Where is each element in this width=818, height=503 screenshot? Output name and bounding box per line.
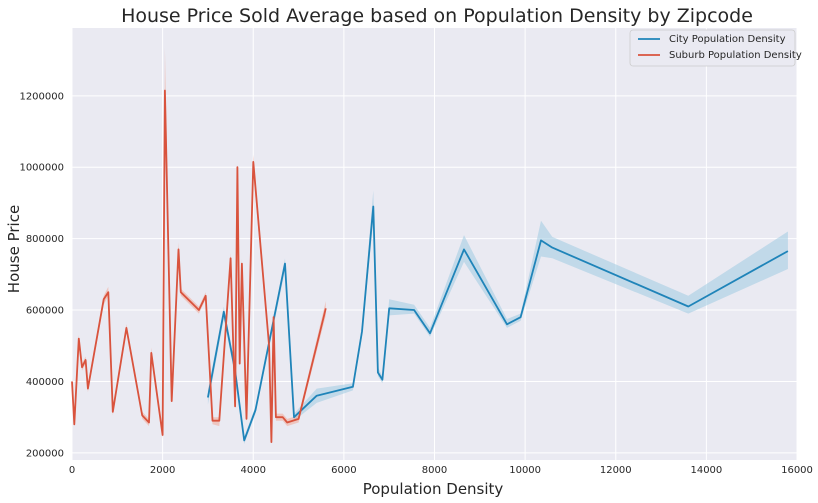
x-tick-label: 10000 (509, 465, 541, 476)
legend: City Population Density Suburb Populatio… (629, 29, 802, 67)
x-tick-label: 0 (69, 465, 75, 476)
y-tick-label: 400000 (26, 377, 64, 388)
y-tick-label: 200000 (26, 448, 64, 459)
line-series-0 (207, 205, 789, 442)
y-axis-label: House Price (5, 205, 23, 293)
x-tick-label: 2000 (150, 465, 175, 476)
legend-box (629, 29, 796, 67)
y-tick-label: 1000000 (19, 163, 64, 174)
x-tick-label: 6000 (331, 465, 356, 476)
y-tick-label: 600000 (26, 306, 64, 317)
grid (71, 28, 798, 460)
x-tick-label: 4000 (241, 465, 266, 476)
line-series-1 (71, 89, 327, 444)
x-axis-label: Population Density (363, 480, 504, 498)
x-tick-label: 12000 (600, 465, 632, 476)
x-tick-label: 16000 (781, 465, 813, 476)
legend-label-suburb: Suburb Population Density (669, 50, 802, 61)
y-tick-label: 1200000 (19, 91, 64, 102)
y-tick-label: 800000 (26, 234, 64, 245)
series-lines (71, 89, 789, 444)
legend-label-city: City Population Density (669, 34, 786, 45)
x-tick-label: 14000 (690, 465, 722, 476)
tick-labels: 0 2000 4000 6000 8000 10000 12000 14000 16000 200… (19, 91, 812, 476)
chart-title: House Price Sold Average based on Popula… (121, 5, 753, 27)
x-tick-label: 8000 (422, 465, 447, 476)
